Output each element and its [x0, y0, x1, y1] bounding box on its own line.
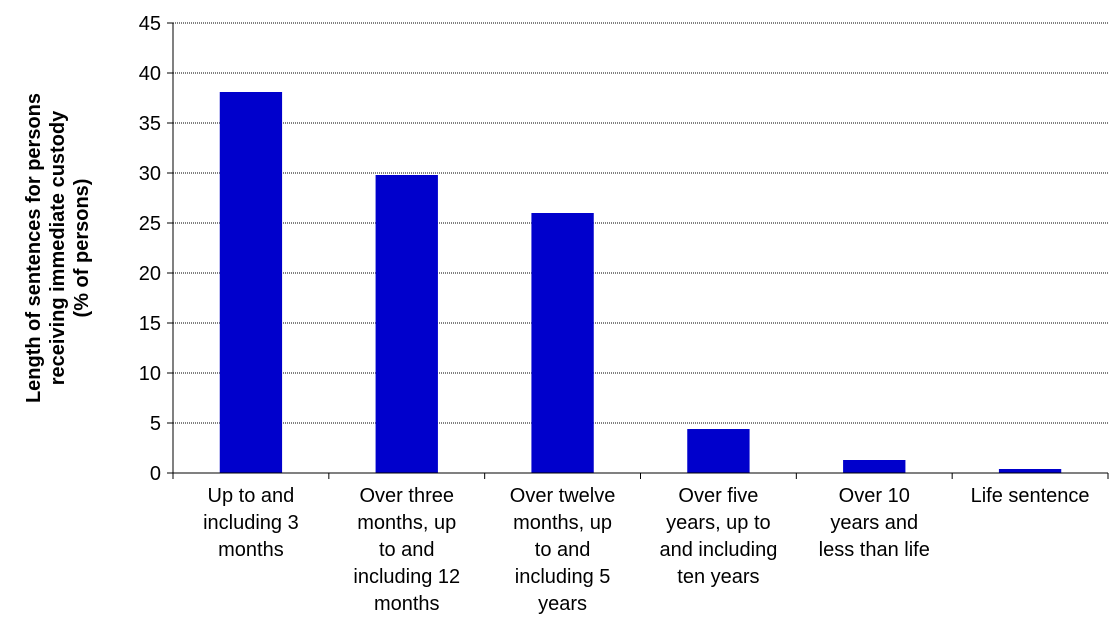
y-tick-label: 15: [139, 313, 161, 335]
y-axis-title-line: Length of sentences for persons: [23, 93, 45, 403]
x-tick-label-line: months, up: [513, 512, 612, 534]
x-tick-label-line: months, up: [357, 512, 456, 534]
x-tick-label-line: months: [218, 539, 284, 561]
x-tick-label: Up to and including 3 months: [203, 485, 299, 561]
x-tick-label-line: including 5: [515, 566, 611, 588]
y-tick-label: 45: [139, 13, 161, 35]
x-tick-label-line: to and: [535, 539, 591, 561]
y-tick-label: 25: [139, 213, 161, 235]
y-tick-label: 5: [150, 413, 161, 435]
x-tick-label: Over five years, up to and including ten ye…: [659, 485, 777, 588]
x-tick-label-line: Up to and: [208, 485, 295, 507]
x-tick-label-line: including 3: [203, 512, 299, 534]
y-tick-label: 10: [139, 363, 161, 385]
x-tick-label: Life sentence: [971, 485, 1090, 507]
x-tick-label-line: Over five: [678, 485, 758, 507]
y-tick-label: 0: [150, 463, 161, 485]
y-axis-ticks: 0 5 10 15 20 25 30 35 40 45: [139, 13, 173, 485]
x-tick-label-line: including 12: [353, 566, 460, 588]
axes: [172, 23, 1109, 479]
x-tick-label-line: Over twelve: [510, 485, 616, 507]
x-tick-label-line: less than life: [819, 539, 930, 561]
x-tick-label-line: Over three: [360, 485, 454, 507]
bar: [375, 175, 438, 473]
bar: [531, 213, 594, 473]
y-axis-title-line: receiving immediate custody: [47, 110, 69, 385]
x-tick-label-line: years, up to: [666, 512, 771, 534]
x-tick-label-line: months: [374, 593, 440, 615]
gridlines: [173, 22, 1108, 424]
bar: [998, 469, 1062, 473]
x-tick-label: Over 10 years and less than life: [819, 485, 930, 561]
x-tick-label-line: and including: [659, 539, 777, 561]
y-tick-label: 30: [139, 163, 161, 185]
bar: [843, 460, 906, 473]
x-tick-label-line: ten years: [677, 566, 759, 588]
y-tick-label: 40: [139, 63, 161, 85]
bar: [219, 92, 283, 473]
x-tick-label-line: years and: [830, 512, 918, 534]
x-tick-label: Over twelve months, up to and including 5 ye…: [510, 485, 616, 615]
bars: [219, 92, 1062, 473]
x-tick-label-line: to and: [379, 539, 435, 561]
y-tick-label: 35: [139, 113, 161, 135]
y-tick-label: 20: [139, 263, 161, 285]
y-axis-title-text: Length of sentences for persons receiving…: [23, 93, 93, 403]
x-tick-label-line: Over 10: [839, 485, 910, 507]
x-tick-label-line: Life sentence: [971, 485, 1090, 507]
x-axis-ticks: Up to and including 3 months Over three mont…: [203, 485, 1089, 615]
y-axis-title-line: (% of persons): [71, 179, 93, 318]
y-axis-title: Length of sentences for persons receiving…: [23, 93, 93, 403]
bar: [687, 429, 750, 473]
x-tick-label: Over three months, up to and including 12 mo…: [353, 485, 460, 615]
x-tick-label-line: years: [538, 593, 587, 615]
